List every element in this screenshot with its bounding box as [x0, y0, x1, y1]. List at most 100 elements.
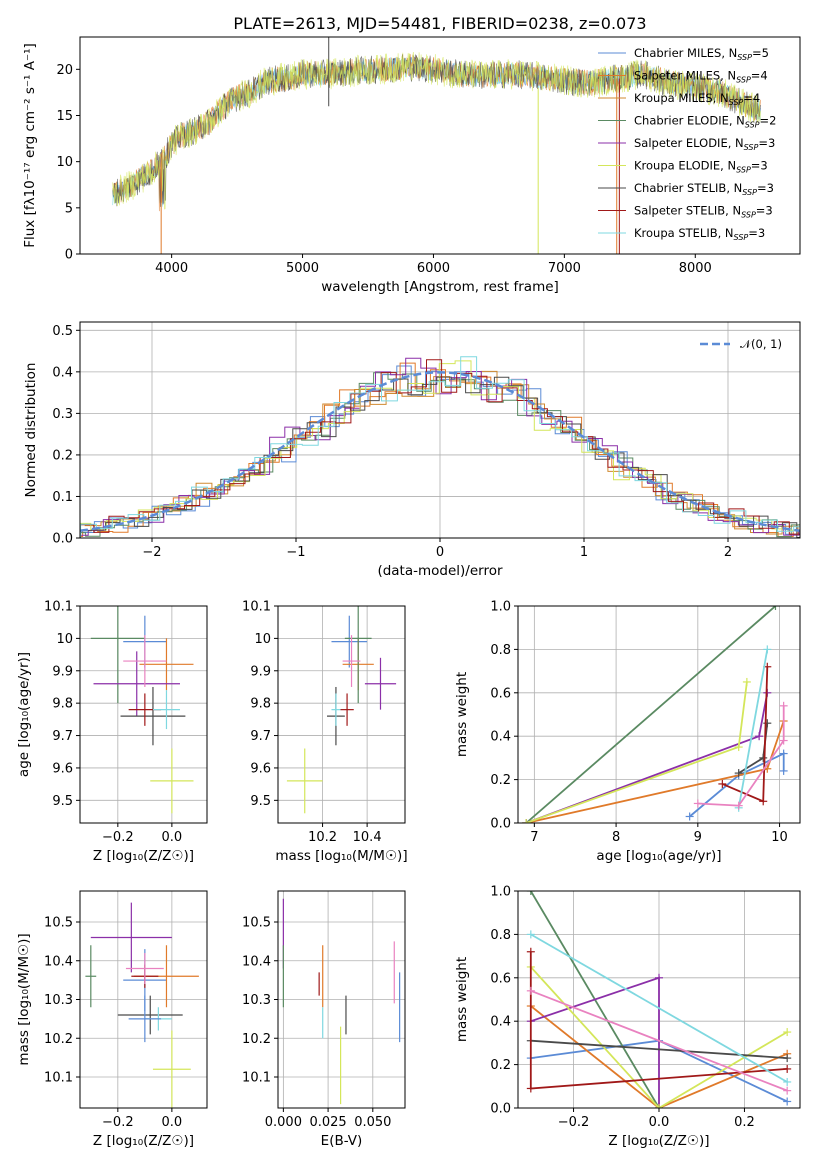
plot-area — [85, 902, 199, 1108]
y-tick-label: 10.1 — [242, 600, 271, 615]
mass-vs-extinction-panel: 0.000 0.025 0.050 10.1 10.2 10.3 10.4 10.5 E(B-V… — [242, 890, 406, 1149]
x-tick-label: 7 — [530, 830, 538, 845]
axes-frame — [517, 605, 801, 824]
y-tick-label: 20 — [56, 63, 73, 78]
y-tick-label: 0.5 — [52, 324, 73, 339]
x-tick-label: 7000 — [548, 261, 581, 276]
y-tick-label: 0.6 — [490, 686, 511, 701]
mass-weight-line — [737, 649, 769, 808]
y-tick-label: 9.5 — [52, 794, 73, 809]
plot-area — [282, 898, 401, 1105]
x-axis-label: Z [log₁₀(Z/Z☉)] — [608, 1133, 709, 1149]
x-axis-label: E(B-V) — [321, 1133, 363, 1149]
gaussian-curve — [80, 371, 800, 532]
y-tick-label: 0.0 — [490, 1102, 511, 1117]
x-tick-label: 0.0 — [649, 1115, 670, 1130]
histogram-step — [80, 362, 800, 537]
x-tick-label: 10 — [771, 830, 788, 845]
x-tick-label: 0 — [436, 545, 444, 560]
axes-frame — [79, 36, 801, 255]
y-tick-label: 10.3 — [242, 993, 271, 1008]
x-tick-label: 10.2 — [308, 830, 337, 845]
x-tick-label: 2 — [724, 545, 732, 560]
mass-weight-line — [689, 752, 785, 818]
mass-weight-line — [525, 692, 769, 823]
mass-vs-metallicity-panel: −0.2 0.0 10.1 10.2 10.3 10.4 10.5 Z [log₁₀(Z/Z☉… — [16, 890, 208, 1149]
histogram-step — [80, 356, 800, 538]
legend-entry: Kroupa ELODIE, NSSP=3 — [634, 159, 768, 175]
residual-histogram-panel: −2 −1 0 1 2 0.0 0.1 0.2 0.3 0.4 0.5 (data-model)/er… — [23, 321, 801, 579]
y-tick-label: 0 — [65, 248, 73, 263]
y-tick-label: 0.6 — [490, 971, 511, 986]
y-tick-label: 0.2 — [52, 448, 73, 463]
y-tick-label: 0.4 — [490, 730, 511, 745]
figure-title: PLATE=2613, MJD=54481, FIBERID=0238, z=0… — [233, 14, 646, 33]
y-tick-label: 10.5 — [242, 916, 271, 931]
y-tick-label: 1.0 — [490, 600, 511, 615]
legend-entry: Salpeter MILES, NSSP=4 — [634, 69, 768, 85]
legend-entry: Kroupa STELIB, NSSP=3 — [634, 226, 765, 242]
x-tick-label: 9 — [694, 830, 702, 845]
y-tick-label: 9.6 — [250, 761, 271, 776]
mass-weight-line — [525, 606, 777, 823]
age-vs-mass-panel: 10.2 10.4 9.5 9.6 9.7 9.8 9.9 10 10.1 mass [log₁₀… — [242, 600, 408, 865]
plot-area — [80, 356, 800, 538]
x-tick-label: 8000 — [679, 261, 712, 276]
age-vs-metallicity-panel: −0.2 0.0 9.5 9.6 9.7 9.8 9.9 10 10.1 Z [log₁₀(Z/Z… — [16, 600, 208, 864]
x-tick-label: −1 — [286, 545, 305, 560]
y-tick-label: 9.5 — [250, 794, 271, 809]
y-tick-label: 10.2 — [242, 1032, 271, 1047]
mass-weight-vs-age-panel: 7 8 9 10 0.0 0.2 0.4 0.6 0.8 1.0 age [log₁₀(age/yr… — [454, 600, 801, 864]
x-tick-label: 6000 — [417, 261, 450, 276]
histogram-step — [80, 370, 800, 535]
y-tick-label: 0.2 — [490, 773, 511, 788]
plot-area — [112, 37, 761, 254]
x-tick-label: 1 — [580, 545, 588, 560]
x-tick-label: 8 — [612, 830, 620, 845]
x-axis-label: Z [log₁₀(Z/Z☉)] — [93, 848, 194, 864]
spectrum-panel: 4000 5000 6000 7000 8000 0 5 10 15 20 wavelength [… — [22, 36, 801, 295]
x-tick-label: 4000 — [155, 261, 188, 276]
y-tick-label: 0.3 — [52, 407, 73, 422]
mass-weight-line — [530, 1039, 788, 1059]
y-tick-label: 0.8 — [490, 928, 511, 943]
y-tick-label: 9.8 — [52, 697, 73, 712]
y-tick-label: 10.2 — [44, 1032, 73, 1047]
x-tick-label: −2 — [142, 545, 161, 560]
y-tick-label: 10.4 — [44, 954, 73, 969]
y-tick-label: 9.8 — [250, 697, 271, 712]
legend-entry: 𝒩(0, 1) — [740, 337, 782, 351]
y-tick-label: 1.0 — [490, 885, 511, 900]
x-tick-label: 0.0 — [162, 1115, 183, 1130]
y-tick-label: 10.3 — [44, 993, 73, 1008]
histogram-step — [80, 376, 800, 538]
y-tick-label: 0.4 — [52, 365, 73, 380]
mass-weight-line — [697, 705, 785, 807]
y-tick-label: 10.1 — [242, 1071, 271, 1086]
plot-area — [90, 606, 194, 814]
y-axis-label: age [log₁₀(age/yr)] — [16, 652, 32, 777]
axes-frame — [277, 605, 406, 824]
y-axis-label: mass weight — [454, 672, 470, 757]
y-tick-label: 10.1 — [44, 600, 73, 615]
y-tick-label: 0.0 — [52, 532, 73, 547]
plot-area — [526, 891, 792, 1108]
x-tick-label: 10.4 — [353, 830, 382, 845]
x-tick-label: −0.2 — [558, 1115, 590, 1130]
legend-entry: Chabrier STELIB, NSSP=3 — [634, 181, 774, 197]
x-tick-label: −0.2 — [102, 830, 134, 845]
y-axis-label: mass [log₁₀(M/M☉)] — [16, 933, 32, 1065]
histogram-step — [80, 359, 800, 535]
mass-weight-line — [530, 989, 788, 1092]
mass-weight-vs-metallicity-panel: −0.2 0.0 0.2 0.0 0.2 0.4 0.6 0.8 1.0 Z [log₁₀(Z/Z… — [454, 885, 801, 1149]
plot-area — [286, 606, 397, 814]
y-tick-label: 0.1 — [52, 490, 73, 505]
y-tick-label: 10.5 — [44, 916, 73, 931]
y-tick-label: 10 — [56, 632, 73, 647]
y-tick-label: 0.4 — [490, 1015, 511, 1030]
x-axis-label: wavelength [Angstrom, rest frame] — [321, 279, 559, 295]
legend-entry: Salpeter ELODIE, NSSP=3 — [634, 136, 775, 152]
mass-weight-line — [530, 933, 788, 1083]
axes-frame — [79, 605, 208, 824]
